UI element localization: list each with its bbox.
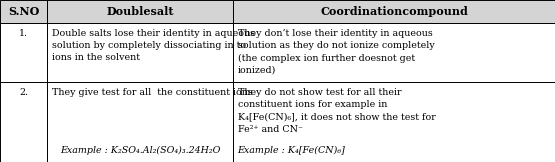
Bar (0, 82, 47, 162)
Bar (233, 0, 555, 23)
Text: 1.: 1. (19, 29, 28, 38)
Bar (47, 82, 233, 162)
Text: They do not show test for all their
constituent ions for example in
K₄[Fe(CN)₆],: They do not show test for all their cons… (238, 88, 435, 134)
Text: Double salts lose their identity in aqueous
solution by completely dissociating : Double salts lose their identity in aque… (52, 29, 255, 63)
Text: They don’t lose their identity in aqueous
solution as they do not ionize complet: They don’t lose their identity in aqueou… (238, 29, 435, 75)
Bar (233, 23, 555, 82)
Bar (0, 0, 47, 23)
Text: Example : K₄[Fe(CN)₆]: Example : K₄[Fe(CN)₆] (238, 146, 345, 155)
Text: 2.: 2. (19, 88, 28, 97)
Bar (47, 23, 233, 82)
Text: Coordinationcompound: Coordinationcompound (320, 6, 468, 17)
Bar (0, 23, 47, 82)
Text: Example : K₂SO₄.Al₂(SO₄)₃.24H₂O: Example : K₂SO₄.Al₂(SO₄)₃.24H₂O (60, 146, 220, 155)
Bar (233, 82, 555, 162)
Bar (47, 0, 233, 23)
Text: S.NO: S.NO (8, 6, 39, 17)
Text: They give test for all  the constituent ions: They give test for all the constituent i… (52, 88, 253, 97)
Text: Doublesalt: Doublesalt (107, 6, 174, 17)
